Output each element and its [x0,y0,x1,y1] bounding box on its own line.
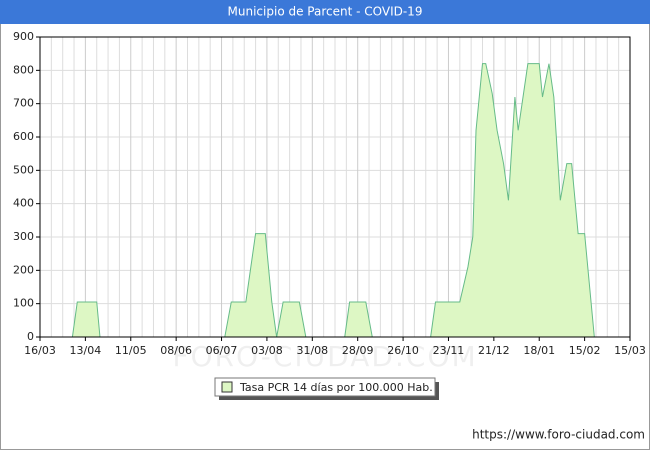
legend-box [214,377,436,397]
x-tick-label: 03/08 [251,344,283,357]
y-tick-label: 400 [13,197,34,210]
y-tick-label: 500 [13,163,34,176]
legend-swatch [221,381,233,393]
x-tick-label: 18/01 [523,344,555,357]
x-tick-label: 11/05 [115,344,147,357]
y-tick-label: 0 [27,330,34,343]
x-tick-label: 16/03 [24,344,56,357]
source: https://www.foro-ciudad.com [472,428,645,442]
y-tick-label: 600 [13,130,34,143]
x-tick-label: 23/11 [433,344,465,357]
legend: Tasa PCR 14 días por 100.000 Hab. [214,377,439,400]
y-tick-label: 100 [13,297,34,310]
area-line [71,63,595,338]
y-tick-label: 700 [13,97,34,110]
x-tick-label: 31/08 [296,344,328,357]
plot: 0 100 200 300 400 500 600 700 800 900 16/03 13/04 11… [13,30,646,357]
legend-label: Tasa PCR 14 días por 100.000 Hab. [239,381,433,394]
y-tick-label: 900 [13,30,34,43]
x-tick-label: 13/04 [70,344,102,357]
x-tick-label: 08/06 [160,344,192,357]
x-tick-label: 06/07 [206,344,238,357]
y-tick-label: 300 [13,230,34,243]
area-fill [72,63,595,338]
x-tick-label: 15/02 [569,344,601,357]
x-tick-label: 21/12 [478,344,510,357]
chart-title: Municipio de Parcent - COVID-19 [228,5,423,19]
x-tick-label: 26/10 [387,344,419,357]
axis-frame [39,36,631,338]
y-tick-label: 800 [13,63,34,76]
watermark: FORO-CIUDAD.COM [172,340,477,373]
y-tick-label: 200 [13,263,34,276]
title-bar [0,0,650,24]
x-tick-label: 15/03 [614,344,646,357]
x-tick-label: 28/09 [342,344,374,357]
